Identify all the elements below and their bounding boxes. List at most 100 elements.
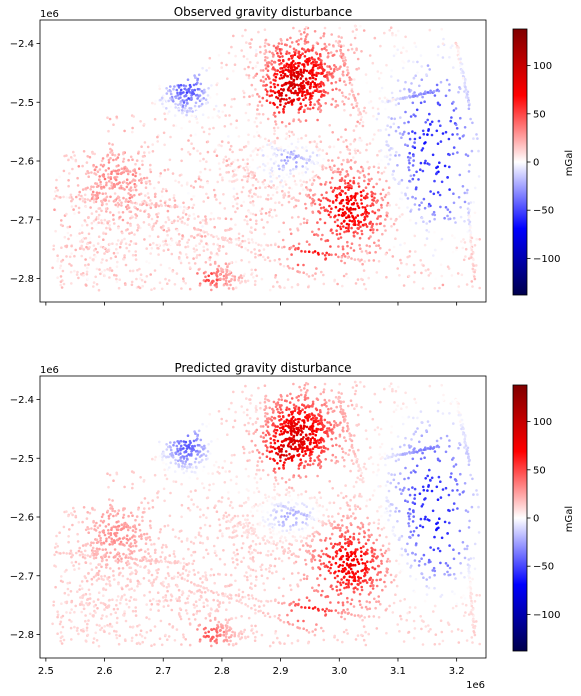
data-point: [127, 192, 130, 195]
data-point: [364, 186, 368, 189]
data-point: [379, 570, 382, 574]
data-point: [169, 448, 173, 452]
data-point: [95, 165, 98, 169]
data-point: [320, 270, 323, 274]
data-point: [417, 178, 420, 181]
data-point: [311, 274, 315, 277]
data-point: [478, 238, 482, 241]
data-point: [447, 137, 451, 141]
data-point: [230, 227, 233, 231]
data-point: [126, 204, 130, 207]
data-point: [53, 208, 56, 211]
data-point: [400, 191, 404, 195]
data-point: [197, 531, 201, 534]
data-point: [176, 229, 179, 232]
data-point: [113, 199, 117, 202]
data-point: [261, 469, 265, 472]
data-point: [181, 234, 184, 237]
data-point: [441, 56, 445, 59]
data-point: [391, 255, 395, 258]
data-point: [305, 425, 309, 429]
data-point: [126, 526, 130, 529]
data-point: [263, 179, 267, 182]
data-point: [261, 145, 265, 148]
data-point: [309, 188, 312, 192]
data-point: [255, 486, 259, 490]
data-point: [145, 260, 148, 263]
data-point: [230, 278, 233, 281]
data-point: [257, 95, 261, 98]
data-point: [206, 450, 210, 453]
data-point: [292, 69, 295, 72]
data-point: [467, 218, 470, 222]
data-point: [111, 151, 114, 155]
data-point: [302, 48, 306, 51]
data-point: [340, 178, 344, 181]
data-point: [211, 279, 215, 283]
data-point: [304, 207, 308, 210]
data-point: [424, 159, 427, 163]
data-point: [227, 280, 231, 283]
data-point: [243, 423, 247, 427]
data-point: [325, 197, 328, 200]
data-point: [340, 545, 344, 549]
data-point: [254, 74, 257, 77]
data-point: [323, 47, 326, 50]
data-point: [439, 263, 443, 267]
data-point: [241, 34, 244, 38]
data-point: [292, 167, 295, 171]
data-point: [346, 66, 349, 69]
data-point: [290, 216, 294, 219]
data-point: [190, 198, 193, 201]
data-point: [215, 282, 218, 285]
data-point: [286, 394, 289, 398]
data-point: [420, 65, 424, 68]
data-point: [407, 132, 411, 135]
data-point: [295, 161, 298, 164]
data-point: [256, 195, 260, 199]
data-point: [242, 166, 245, 170]
data-point: [122, 169, 126, 172]
data-point: [242, 95, 246, 99]
data-point: [208, 422, 211, 426]
data-point: [352, 202, 355, 206]
data-point: [473, 244, 477, 247]
data-point: [289, 528, 292, 531]
data-point: [129, 542, 133, 545]
data-point: [296, 93, 299, 97]
data-point: [280, 42, 284, 45]
data-point: [145, 247, 148, 250]
data-point: [311, 49, 314, 52]
data-point: [296, 98, 299, 101]
data-point: [123, 129, 126, 133]
data-point: [264, 137, 267, 141]
data-point: [317, 90, 320, 93]
data-point: [397, 29, 400, 33]
data-point: [101, 203, 104, 206]
data-point: [160, 287, 164, 291]
data-point: [174, 458, 177, 462]
data-point: [361, 120, 365, 124]
data-point: [125, 563, 129, 567]
data-point: [309, 459, 312, 463]
data-point: [259, 565, 262, 569]
data-point: [282, 577, 286, 581]
data-point: [69, 156, 73, 159]
data-point: [266, 473, 270, 477]
data-point: [313, 202, 317, 206]
data-point: [104, 207, 108, 210]
data-point: [183, 106, 187, 110]
data-point: [217, 249, 221, 252]
data-point: [172, 124, 175, 127]
data-point: [299, 222, 303, 226]
data-point: [161, 195, 164, 198]
data-point: [284, 183, 288, 186]
data-point: [254, 279, 257, 283]
data-point: [412, 60, 415, 64]
data-point: [163, 201, 167, 205]
data-point: [321, 67, 325, 71]
data-point: [369, 228, 372, 232]
data-point: [359, 247, 362, 250]
data-point: [215, 285, 218, 289]
data-point: [240, 178, 244, 182]
